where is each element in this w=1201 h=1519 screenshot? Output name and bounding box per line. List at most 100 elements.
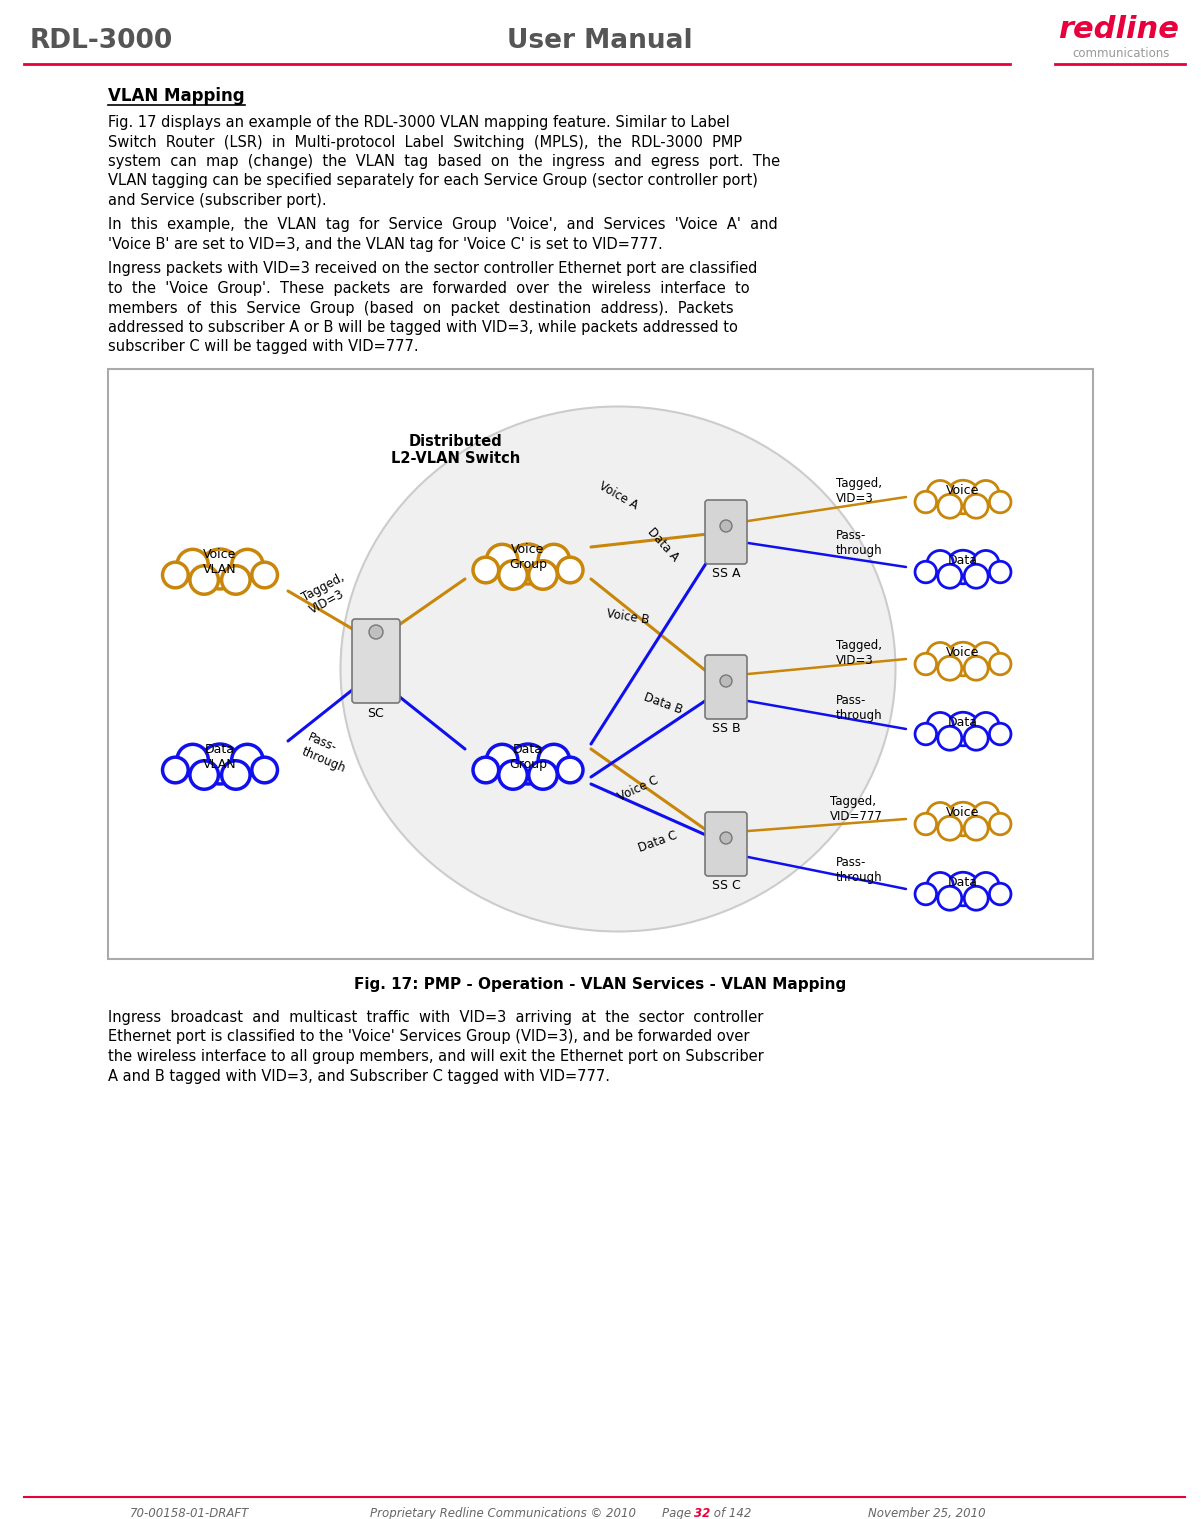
Text: VLAN tagging can be specified separately for each Service Group (sector controll: VLAN tagging can be specified separately… [108,173,758,188]
Circle shape [990,813,1011,835]
Text: communications: communications [1072,47,1170,59]
FancyBboxPatch shape [352,620,400,703]
Circle shape [508,744,548,784]
Text: Data
VLAN: Data VLAN [203,743,237,772]
Circle shape [508,544,548,583]
Text: SC: SC [368,706,384,720]
Circle shape [232,550,263,580]
Text: Voice
Group: Voice Group [509,542,546,571]
Circle shape [538,544,569,576]
Circle shape [486,544,518,576]
Circle shape [201,548,240,589]
Circle shape [927,872,954,899]
Text: addressed to subscriber A or B will be tagged with VID=3, while packets addresse: addressed to subscriber A or B will be t… [108,321,737,336]
Text: Tagged,
VID=3: Tagged, VID=3 [836,477,882,504]
Circle shape [721,519,731,532]
Circle shape [946,802,980,835]
Circle shape [557,557,582,583]
Circle shape [915,883,937,905]
Text: SS A: SS A [712,567,740,580]
Circle shape [946,550,980,583]
Text: Fig. 17: PMP - Operation - VLAN Services - VLAN Mapping: Fig. 17: PMP - Operation - VLAN Services… [354,977,847,992]
Text: In  this  example,  the  VLAN  tag  for  Service  Group  'Voice',  and  Services: In this example, the VLAN tag for Servic… [108,217,778,232]
Circle shape [473,756,498,782]
Circle shape [190,761,219,790]
FancyBboxPatch shape [705,655,747,718]
Circle shape [973,712,999,738]
Text: Voice: Voice [946,807,980,819]
Circle shape [946,480,980,513]
Circle shape [964,494,988,518]
Text: 70-00158-01-DRAFT: 70-00158-01-DRAFT [130,1507,250,1519]
Circle shape [473,557,498,583]
Circle shape [973,643,999,668]
Text: redline: redline [1058,15,1179,44]
Circle shape [177,744,208,776]
Text: Pass-
through: Pass- through [836,694,883,722]
Text: to  the  'Voice  Group'.  These  packets  are  forwarded  over  the  wireless  i: to the 'Voice Group'. These packets are … [108,281,749,296]
Circle shape [946,712,980,746]
Circle shape [721,832,731,845]
Text: VLAN Mapping: VLAN Mapping [108,87,245,105]
Text: Data: Data [948,554,978,568]
Circle shape [938,564,962,588]
Text: Page: Page [662,1507,695,1519]
Text: Data B: Data B [641,691,685,717]
Text: Voice C: Voice C [616,775,661,804]
Text: Proprietary Redline Communications © 2010: Proprietary Redline Communications © 201… [370,1507,637,1519]
Circle shape [498,561,527,589]
Circle shape [177,550,208,580]
Text: Voice
VLAN: Voice VLAN [203,548,237,576]
Circle shape [915,491,937,513]
Circle shape [964,886,988,910]
Text: 'Voice B' are set to VID=3, and the VLAN tag for 'Voice C' is set to VID=777.: 'Voice B' are set to VID=3, and the VLAN… [108,237,663,252]
Circle shape [252,756,277,782]
Circle shape [927,643,954,668]
Text: Switch  Router  (LSR)  in  Multi-protocol  Label  Switching  (MPLS),  the  RDL-3: Switch Router (LSR) in Multi-protocol La… [108,135,742,149]
Text: Ingress  broadcast  and  multicast  traffic  with  VID=3  arriving  at  the  sec: Ingress broadcast and multicast traffic … [108,1010,764,1025]
Text: Data
Group: Data Group [509,743,546,772]
FancyBboxPatch shape [705,813,747,876]
Circle shape [222,565,250,594]
Text: and Service (subscriber port).: and Service (subscriber port). [108,193,327,208]
Circle shape [232,744,263,776]
Text: RDL-3000: RDL-3000 [30,27,173,55]
Circle shape [915,561,937,583]
Text: Distributed
L2-VLAN Switch: Distributed L2-VLAN Switch [392,434,520,466]
Circle shape [528,761,557,790]
Text: Voice A: Voice A [596,478,640,512]
Circle shape [964,564,988,588]
Text: the wireless interface to all group members, and will exit the Ethernet port on : the wireless interface to all group memb… [108,1050,764,1063]
Circle shape [990,723,1011,744]
Circle shape [964,816,988,840]
Text: November 25, 2010: November 25, 2010 [868,1507,986,1519]
Text: Voice B: Voice B [605,608,650,627]
Text: Data: Data [948,876,978,890]
Circle shape [990,561,1011,583]
Text: Tagged,
VID=777: Tagged, VID=777 [830,794,883,823]
Text: Voice: Voice [946,485,980,498]
Circle shape [927,802,954,829]
Text: Pass-
through: Pass- through [300,731,354,775]
Circle shape [990,491,1011,513]
Circle shape [946,872,980,905]
Circle shape [927,550,954,577]
Text: Pass-
through: Pass- through [836,857,883,884]
Text: Pass-
through: Pass- through [836,529,883,557]
Circle shape [927,712,954,738]
Text: Fig. 17 displays an example of the RDL-3000 VLAN mapping feature. Similar to Lab: Fig. 17 displays an example of the RDL-3… [108,115,730,131]
Circle shape [990,883,1011,905]
Circle shape [721,674,731,687]
Circle shape [369,624,383,639]
Circle shape [938,726,962,750]
Circle shape [528,561,557,589]
Ellipse shape [341,407,896,931]
Circle shape [915,723,937,744]
Bar [108,369,1093,958]
Text: A and B tagged with VID=3, and Subscriber C tagged with VID=777.: A and B tagged with VID=3, and Subscribe… [108,1068,610,1083]
Circle shape [190,565,219,594]
Text: Tagged,
VID=3: Tagged, VID=3 [300,571,354,617]
Circle shape [252,562,277,588]
Circle shape [915,653,937,674]
Text: subscriber C will be tagged with VID=777.: subscriber C will be tagged with VID=777… [108,340,419,354]
